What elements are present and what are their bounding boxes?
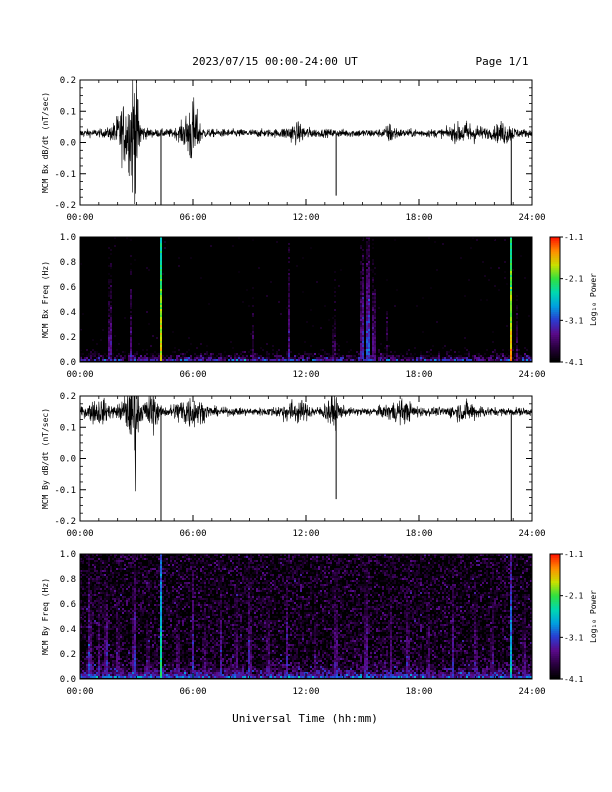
x-tick-label: 00:00: [66, 213, 93, 223]
x-tick-label: 00:00: [66, 370, 93, 380]
x-tick-label: 12:00: [292, 370, 319, 380]
y-tick-label: 0.6: [60, 283, 76, 293]
x-tick-label: 12:00: [292, 529, 319, 539]
colorbar-tick-label: -2.1: [564, 275, 583, 284]
x-tick-label: 18:00: [405, 370, 432, 380]
plot-frame: [79, 79, 533, 206]
y-tick-label: 0.1: [60, 107, 76, 117]
y-tick-label: 0.4: [60, 308, 76, 318]
y-tick-label: 0.0: [60, 455, 76, 465]
colorbar: -1.1 -2.1 -3.1 -4.1 Log₁₀ Power: [549, 550, 598, 684]
x-tick-label: 06:00: [179, 213, 206, 223]
panels: 00:00 06:00 12:00 18:00 24:00 0.2 0.1 0.0 -0.1 -0…: [41, 76, 598, 697]
y-tick-label: 0.8: [60, 258, 76, 268]
x-tick-label: 18:00: [405, 213, 432, 223]
x-axis-label: Universal Time (hh:mm): [232, 712, 378, 725]
y-tick-label: 0.0: [60, 139, 76, 149]
colorbar-tick-label: -3.1: [564, 633, 583, 642]
x-tick-label: 24:00: [518, 687, 545, 697]
y-tick-label: -0.1: [54, 170, 76, 180]
x-tick-label: 12:00: [292, 213, 319, 223]
x-tick-label: 18:00: [405, 529, 432, 539]
y-tick-label: 0.2: [60, 76, 76, 86]
y-tick-label: -0.1: [54, 486, 76, 496]
colorbar-tick-label: -2.1: [564, 592, 583, 601]
x-tick-label: 18:00: [405, 687, 432, 697]
time-series-panel-2: 00:00 06:00 12:00 18:00 24:00 0.2 0.1 0.0 -0.1 -0…: [41, 392, 546, 539]
x-tick-label: 00:00: [66, 687, 93, 697]
colorbar-label: Log₁₀ Power: [589, 590, 598, 643]
colorbar-tick-label: -4.1: [564, 358, 583, 367]
y-axis-label: MCM By dB/dt (nT/sec): [41, 408, 50, 509]
page-title: 2023/07/15 00:00-24:00 UT: [192, 55, 358, 68]
y-axis-label: MCM Bx Freq (Hz): [41, 261, 50, 338]
signal-trace: [79, 80, 533, 205]
y-tick-label: 0.0: [60, 675, 76, 685]
y-tick-label: 0.1: [60, 423, 76, 433]
x-tick-label: 24:00: [518, 213, 545, 223]
x-tick-label: 12:00: [292, 687, 319, 697]
x-tick-label: 24:00: [518, 370, 545, 380]
y-tick-label: -0.2: [54, 517, 76, 527]
y-tick-label: 1.0: [60, 550, 76, 560]
colorbar-tick-label: -4.1: [564, 675, 583, 684]
y-axis-label: MCM By Freq (Hz): [41, 578, 50, 655]
y-tick-label: 0.2: [60, 650, 76, 660]
colorbar: -1.1 -2.1 -3.1 -4.1 Log₁₀ Power: [549, 233, 598, 367]
spectrogram-panel-3: 00:00 06:00 12:00 18:00 24:00 1.0 0.8 0.6 0.4 0.2…: [41, 550, 598, 697]
y-tick-label: 0.0: [60, 358, 76, 368]
page-number: Page 1/1: [476, 55, 529, 68]
x-tick-label: 06:00: [179, 529, 206, 539]
y-tick-label: 0.4: [60, 625, 76, 635]
x-tick-label: 06:00: [179, 370, 206, 380]
colorbar-frame: [549, 236, 561, 363]
y-axis-label: MCM Bx dB/dt (nT/sec): [41, 92, 50, 193]
colorbar-tick-label: -1.1: [564, 550, 583, 559]
colorbar-label: Log₁₀ Power: [589, 273, 598, 326]
colorbar-tick-label: -1.1: [564, 233, 583, 242]
y-tick-label: 1.0: [60, 233, 76, 243]
x-tick-label: 24:00: [518, 529, 545, 539]
spectrogram-background: [80, 237, 532, 362]
y-tick-label: 0.2: [60, 392, 76, 402]
y-tick-label: 0.8: [60, 575, 76, 585]
spectrogram-panel-1: 00:00 06:00 12:00 18:00 24:00 1.0 0.8 0.6 0.4 0.2…: [41, 233, 598, 380]
x-tick-label: 06:00: [179, 687, 206, 697]
y-tick-label: 0.6: [60, 600, 76, 610]
y-tick-label: 0.2: [60, 333, 76, 343]
time-series-panel-0: 00:00 06:00 12:00 18:00 24:00 0.2 0.1 0.0 -0.1 -0…: [41, 76, 546, 223]
colorbar-frame: [549, 553, 561, 680]
x-tick-label: 00:00: [66, 529, 93, 539]
signal-trace: [79, 396, 533, 492]
spectrogram-cells: [80, 554, 532, 678]
colorbar-tick-label: -3.1: [564, 316, 583, 325]
y-tick-label: -0.2: [54, 201, 76, 211]
